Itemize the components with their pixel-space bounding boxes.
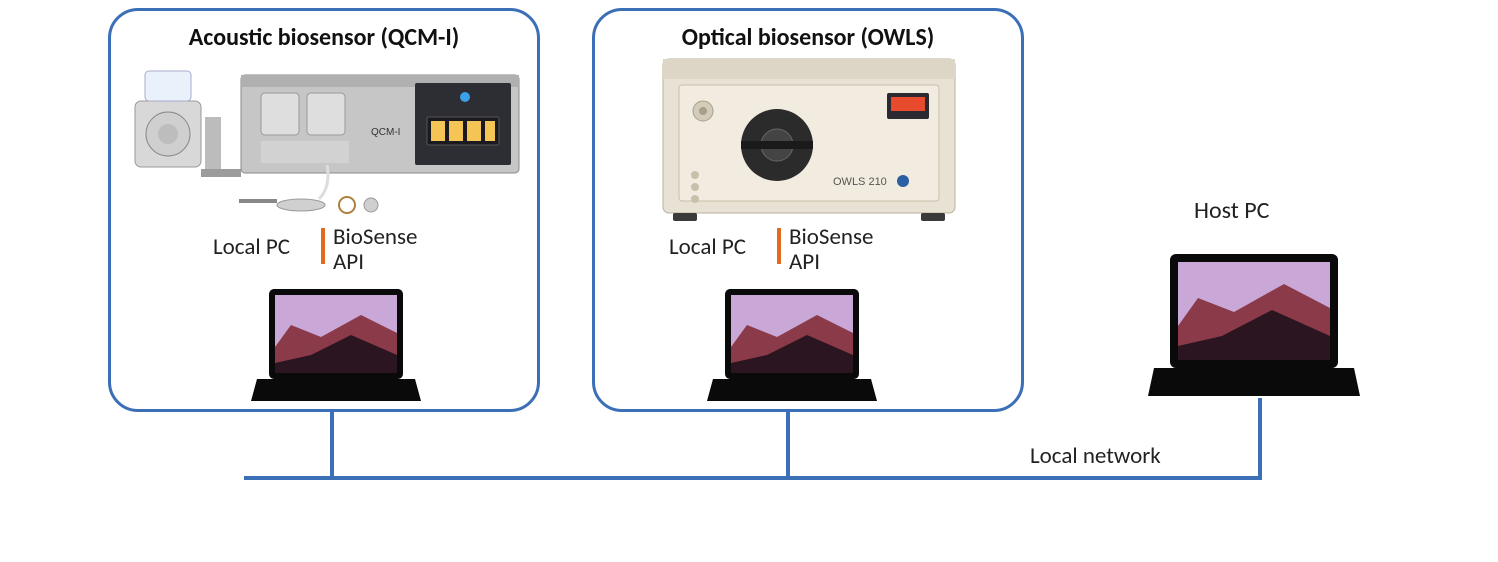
qcm-device-svg: QCM-I (131, 57, 523, 217)
host-laptop (1148, 250, 1360, 398)
api-label-right: BioSense API (789, 225, 873, 276)
local-laptop-left (251, 285, 421, 403)
api-label-left: BioSense API (333, 225, 417, 276)
owls-device: OWLS 210 (659, 53, 959, 225)
acoustic-panel: Acoustic biosensor (QCM-I) (108, 8, 540, 412)
qcm-label-text: QCM-I (371, 127, 400, 138)
laptop-svg-right (707, 285, 877, 403)
qcm-device: QCM-I (131, 57, 523, 217)
acoustic-panel-title: Acoustic biosensor (QCM-I) (111, 23, 537, 52)
optical-panel-title: Optical biosensor (OWLS) (595, 23, 1021, 52)
divider-right (777, 228, 781, 264)
network-label: Local network (1030, 442, 1161, 470)
owls-label-text: OWLS 210 (833, 176, 887, 188)
local-pc-label-left: Local PC (213, 233, 290, 261)
api-line1-right: BioSense (789, 223, 873, 251)
api-line2-left: API (333, 248, 364, 276)
local-laptop-right (707, 285, 877, 403)
api-line1-left: BioSense (333, 223, 417, 251)
network-bar (244, 476, 1262, 480)
divider-left (321, 228, 325, 264)
local-pc-label-right: Local PC (669, 233, 746, 261)
laptop-svg-left (251, 285, 421, 403)
api-line2-right: API (789, 248, 820, 276)
laptop-svg-host (1148, 250, 1360, 398)
drop-host (1258, 398, 1262, 478)
drop-right (786, 412, 790, 478)
owls-device-svg: OWLS 210 (659, 53, 959, 225)
drop-left (330, 412, 334, 478)
host-pc-label: Host PC (1194, 196, 1269, 225)
optical-panel: Optical biosensor (OWLS) OWLS 210 (592, 8, 1024, 412)
